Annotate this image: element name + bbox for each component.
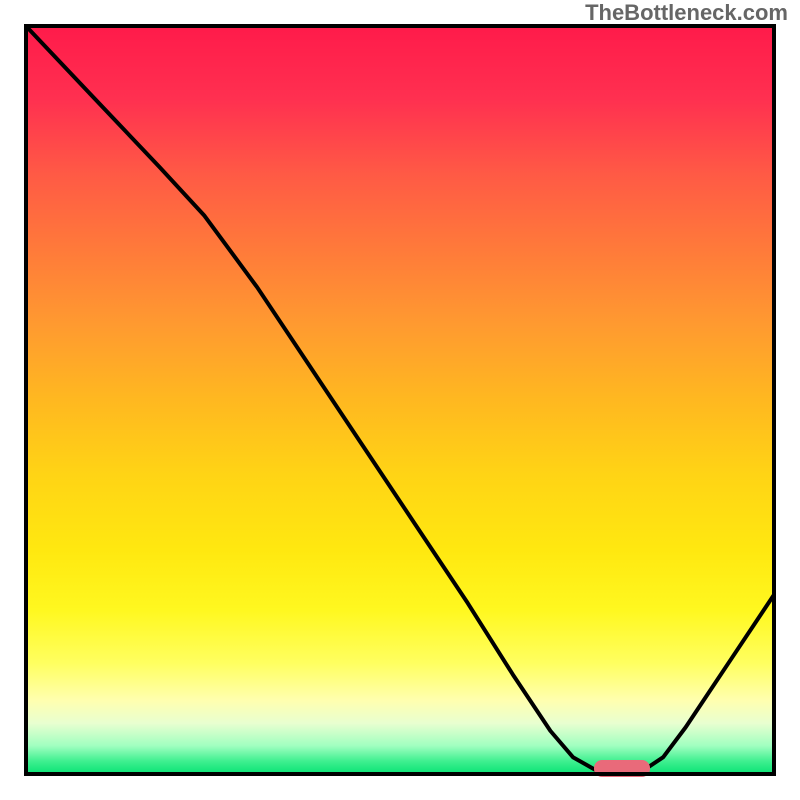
- watermark-text: TheBottleneck.com: [585, 0, 788, 26]
- bottleneck-chart: [24, 24, 776, 776]
- optimal-marker: [594, 760, 650, 777]
- bottleneck-curve: [24, 24, 776, 776]
